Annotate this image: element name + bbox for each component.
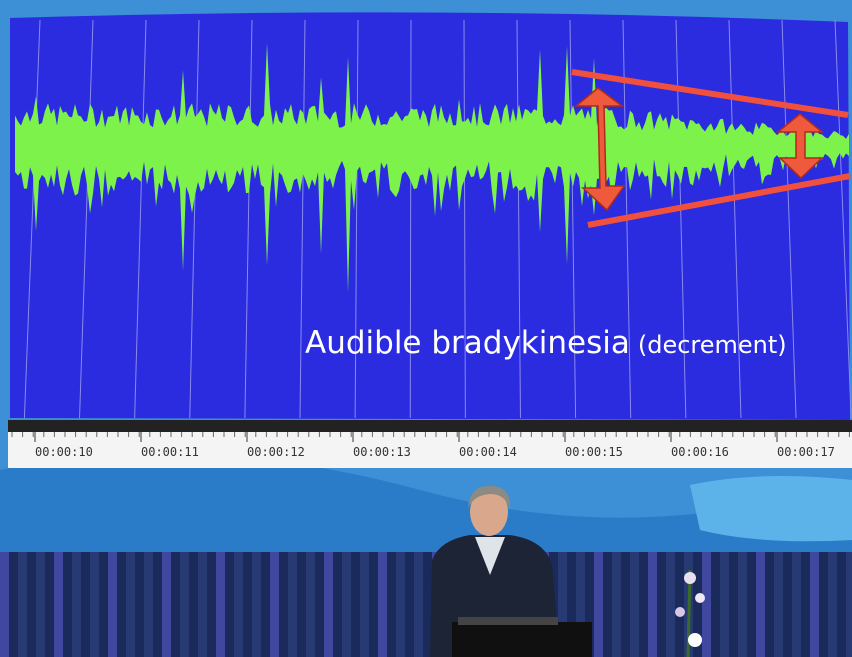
curtain-fold bbox=[234, 552, 243, 657]
timeline-bar bbox=[8, 420, 852, 432]
curtain-fold bbox=[414, 552, 423, 657]
timeline-label: 00:00:17 bbox=[777, 445, 835, 459]
grid-line bbox=[834, 19, 852, 419]
timeline-ticks: 00:00:10 00:00:11 00:00:12 00:00:13 00:00:14… bbox=[11, 432, 850, 459]
grid-line bbox=[354, 19, 359, 419]
timeline-label: 00:00:14 bbox=[459, 445, 517, 459]
curtain-fold bbox=[18, 552, 27, 657]
curtain-fold bbox=[342, 552, 351, 657]
timeline bbox=[8, 432, 852, 468]
timeline-label: 00:00:13 bbox=[353, 445, 411, 459]
slide-decoration bbox=[0, 454, 852, 560]
curtain-fold bbox=[792, 552, 801, 657]
curtain-fold bbox=[36, 552, 45, 657]
curtain-fold bbox=[90, 552, 99, 657]
grid-line bbox=[189, 19, 200, 419]
slide-decoration bbox=[690, 476, 852, 542]
curtain-fold bbox=[72, 552, 81, 657]
timeline-label: 00:00:16 bbox=[671, 445, 729, 459]
grid-line bbox=[728, 19, 742, 419]
caption-main: Audible bradykinesia bbox=[305, 325, 630, 361]
grid-line bbox=[23, 19, 41, 419]
timeline-label: 00:00:15 bbox=[565, 445, 623, 459]
envelope-line bbox=[571, 69, 849, 118]
curtain-fold bbox=[324, 552, 333, 657]
curtain-fold bbox=[108, 552, 117, 657]
curtain-fold bbox=[702, 552, 711, 657]
grid-line bbox=[244, 19, 253, 419]
curtain-fold bbox=[720, 552, 729, 657]
curtain-fold bbox=[594, 552, 603, 657]
slide-caption: Audible bradykinesia (decrement) bbox=[305, 325, 787, 361]
curtain-fold bbox=[648, 552, 657, 657]
waveform bbox=[15, 43, 849, 293]
curtain-fold bbox=[558, 552, 567, 657]
curtain-fold bbox=[288, 552, 297, 657]
amplitude-arrow bbox=[573, 87, 825, 212]
curtain-fold bbox=[270, 552, 279, 657]
podium-top bbox=[458, 617, 558, 625]
curtain-fold bbox=[198, 552, 207, 657]
curtain-fold bbox=[756, 552, 765, 657]
flowers bbox=[675, 569, 705, 657]
curtain-fold bbox=[666, 552, 675, 657]
timeline-label: 00:00:11 bbox=[141, 445, 199, 459]
grid-line bbox=[409, 19, 412, 419]
grid-line bbox=[781, 19, 797, 419]
podium bbox=[452, 622, 592, 657]
curtain-fold bbox=[0, 552, 9, 657]
envelope-line bbox=[587, 173, 851, 228]
curtain-fold bbox=[828, 552, 837, 657]
curtain-fold bbox=[54, 552, 63, 657]
curtain-fold bbox=[216, 552, 225, 657]
curtain-fold bbox=[738, 552, 747, 657]
curtain-fold bbox=[810, 552, 819, 657]
curtain-fold bbox=[180, 552, 189, 657]
timeline-label: 00:00:12 bbox=[247, 445, 305, 459]
curtain-fold bbox=[378, 552, 387, 657]
curtain-fold bbox=[360, 552, 369, 657]
curtain-fold bbox=[612, 552, 621, 657]
curtain-fold bbox=[252, 552, 261, 657]
curtain-fold bbox=[306, 552, 315, 657]
timeline-label: 00:00:10 bbox=[35, 445, 93, 459]
curtain-fold bbox=[774, 552, 783, 657]
curtain-fold bbox=[162, 552, 171, 657]
caption-note: (decrement) bbox=[638, 331, 787, 359]
curtain-fold bbox=[126, 552, 135, 657]
grid-line bbox=[463, 19, 466, 419]
curtain-fold bbox=[396, 552, 405, 657]
grid-line bbox=[134, 19, 147, 419]
grid-line bbox=[79, 19, 94, 419]
curtain-fold bbox=[144, 552, 153, 657]
grid-line bbox=[569, 19, 577, 419]
grid-line bbox=[299, 19, 306, 419]
curtain-fold bbox=[576, 552, 585, 657]
grid-line bbox=[516, 19, 521, 419]
curtain-fold bbox=[846, 552, 852, 657]
curtain-fold bbox=[630, 552, 639, 657]
